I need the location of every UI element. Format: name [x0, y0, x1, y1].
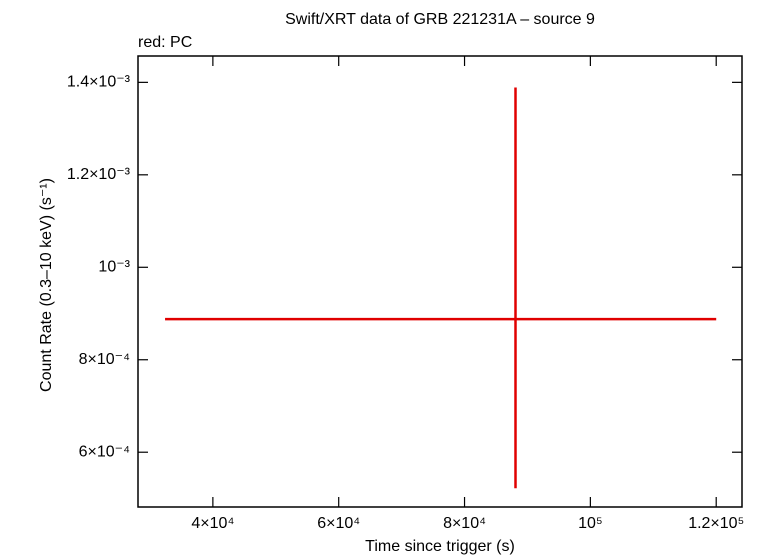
x-tick-label: 1.2×10⁵: [688, 515, 744, 532]
x-tick-label: 4×10⁴: [191, 515, 234, 532]
y-tick-label: 1.4×10⁻³: [67, 74, 131, 91]
y-tick-label: 10⁻³: [98, 259, 130, 276]
y-tick-label: 1.2×10⁻³: [67, 166, 131, 183]
y-tick-label: 8×10⁻⁴: [79, 351, 130, 368]
y-tick-label: 6×10⁻⁴: [79, 443, 130, 460]
x-axis-label: Time since trigger (s): [365, 538, 515, 555]
x-tick-label: 6×10⁴: [317, 515, 360, 532]
plot-frame: [137, 55, 743, 508]
x-tick-label: 10⁵: [578, 515, 602, 532]
chart-subtitle: red: PC: [138, 34, 192, 51]
x-tick-label: 8×10⁴: [443, 515, 486, 532]
chart-title: Swift/XRT data of GRB 221231A – source 9: [285, 11, 595, 28]
y-axis-label: Count Rate (0.3–10 keV) (s⁻¹): [38, 178, 55, 392]
